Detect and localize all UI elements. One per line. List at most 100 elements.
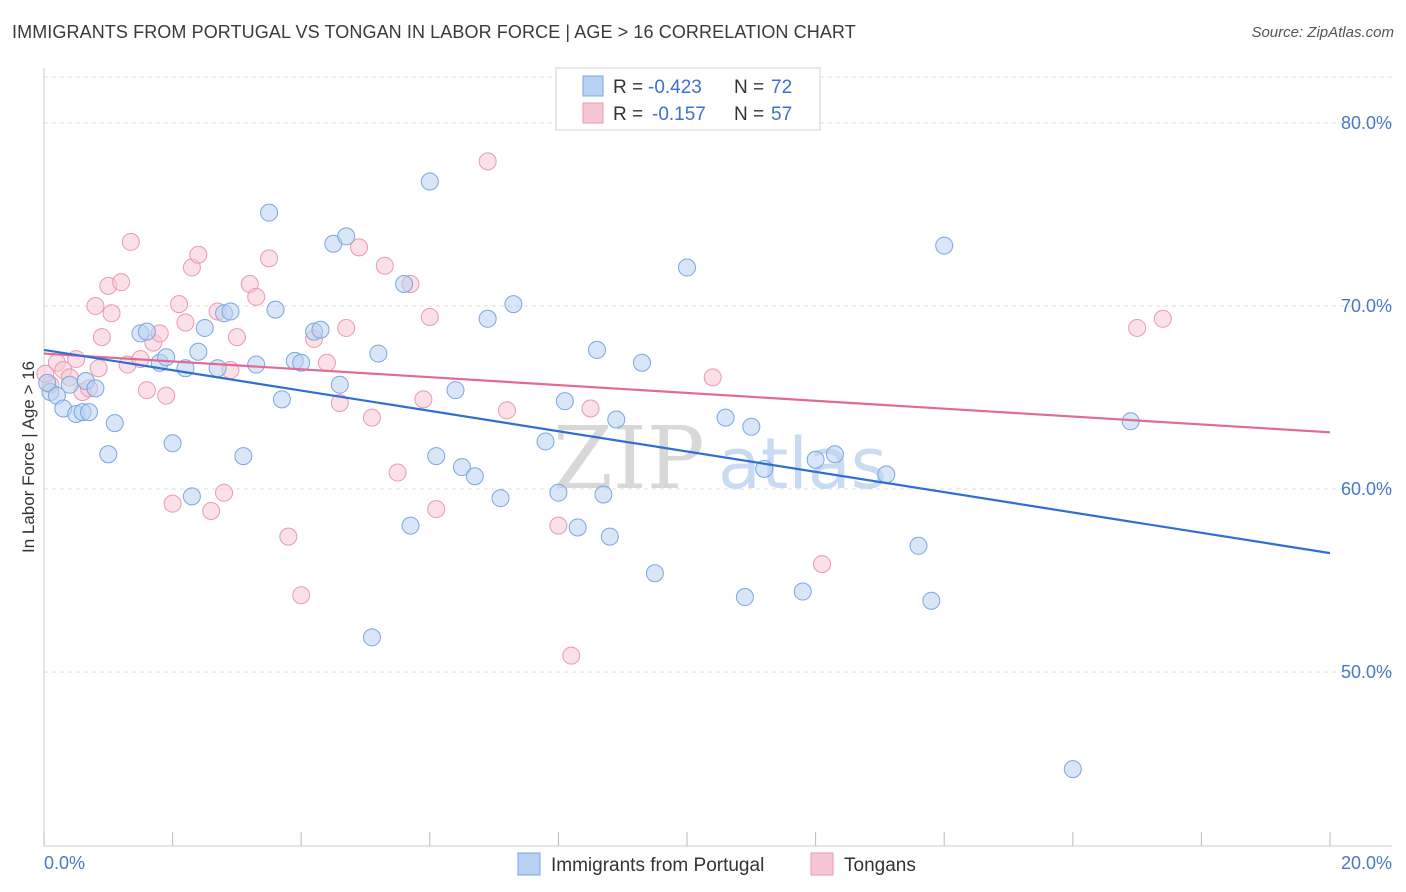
chart-source: Source: ZipAtlas.com [1251,24,1394,41]
portugal-point [587,340,606,359]
tongans-point [317,353,336,372]
y-tick-label: 60.0% [1341,479,1392,499]
y-tick-label: 50.0% [1341,662,1392,682]
portugal-point [60,375,79,394]
legend-r-value-0: -0.423 [648,77,702,98]
portugal-point [195,318,214,337]
trend-lines [43,348,1331,555]
tongans-point [170,295,189,314]
portugal-point [742,417,761,436]
portugal-point [137,322,156,341]
portugal-point [935,236,954,255]
portugal-point [465,467,484,486]
legend-n-value-1: 57 [771,104,792,125]
tongans-point [330,393,349,412]
tongans-point [549,516,568,535]
tongans-point [279,527,298,546]
portugal-point [311,320,330,339]
portugal-point [272,390,291,409]
tongans-point [362,408,381,427]
x-ticks [43,832,1331,846]
portugal-point [330,375,349,394]
legend-n-label-0: N = [734,77,764,98]
legend: R = -0.423 N = 72 R = -0.157 N = 57 [555,67,821,131]
tongans-point [703,368,722,387]
portugal-point [208,359,227,378]
tongans-point [420,307,439,326]
portugal-point [922,591,941,610]
tongans-point [350,238,369,257]
legend-n-value-0: 72 [771,77,792,98]
portugal-point [247,355,266,374]
portugal-point [555,392,574,411]
portugal-point [234,447,253,466]
portugal-point [266,300,285,319]
axes [43,68,1392,847]
portugal-point [594,485,613,504]
portugal-point [337,227,356,246]
tongans-point [813,555,832,574]
tongans-point [1153,309,1172,328]
legend-r-label-0: R = [613,77,643,98]
legend-r-label-1: R = [613,104,643,125]
tongans-point [92,328,111,347]
tongans-point [102,304,121,323]
tongans-point [202,502,221,521]
portugal-point [825,445,844,464]
tongans-point [478,152,497,171]
tongans-trend-line [43,352,1331,434]
portugal-point [735,588,754,607]
y-axis-label: In Labor Force | Age > 16 [19,361,38,553]
y-tick-label: 80.0% [1341,113,1392,133]
tongans-point [388,463,407,482]
portugal-point [427,447,446,466]
tongans-point [112,273,131,292]
portugal-point [632,353,651,372]
portugal-point [86,379,105,398]
portugal-point [260,203,279,222]
tongans-point [157,386,176,405]
tongans-point [337,318,356,337]
chart-title: IMMIGRANTS FROM PORTUGAL VS TONGAN IN LA… [12,22,856,42]
portugal-point [420,172,439,191]
portugal-point [369,344,388,363]
portugal-point [38,373,57,392]
series-legend-label-tongans: Tongans [844,855,916,876]
portugal-point [292,353,311,372]
tongans-point [1128,318,1147,337]
tongans-point [375,256,394,275]
legend-n-label-1: N = [734,104,764,125]
portugal-point [163,434,182,453]
tongans-point [86,296,105,315]
portugal-point [446,381,465,400]
portugal-point [491,489,510,508]
tongans-point [176,313,195,332]
tongans-point [121,232,140,251]
tongans-point [562,646,581,665]
legend-swatch-pink [582,102,604,124]
x-tick-label-max: 20.0% [1341,853,1392,873]
portugal-point [716,408,735,427]
portugal-point [478,309,497,328]
portugal-point [645,564,664,583]
portugal-point [549,483,568,502]
portugal-point [99,445,118,464]
tongans-point [215,483,234,502]
tongans-point [497,401,516,420]
portugal-point [401,516,420,535]
series-legend-swatch-tongans [810,852,834,876]
portugal-point [362,628,381,647]
portugal-point [157,348,176,367]
series-legend-swatch-portugal [517,852,541,876]
portugal-point [80,403,99,422]
tongans-point [137,381,156,400]
tongans-point [427,500,446,519]
watermark: ZIP atlas [553,409,887,509]
x-tick-label-min: 0.0% [44,853,85,873]
tongans-point [227,328,246,347]
portugal-point [395,275,414,294]
watermark-atlas: atlas [718,423,887,505]
tongans-point [247,287,266,306]
portugal-point [182,487,201,506]
